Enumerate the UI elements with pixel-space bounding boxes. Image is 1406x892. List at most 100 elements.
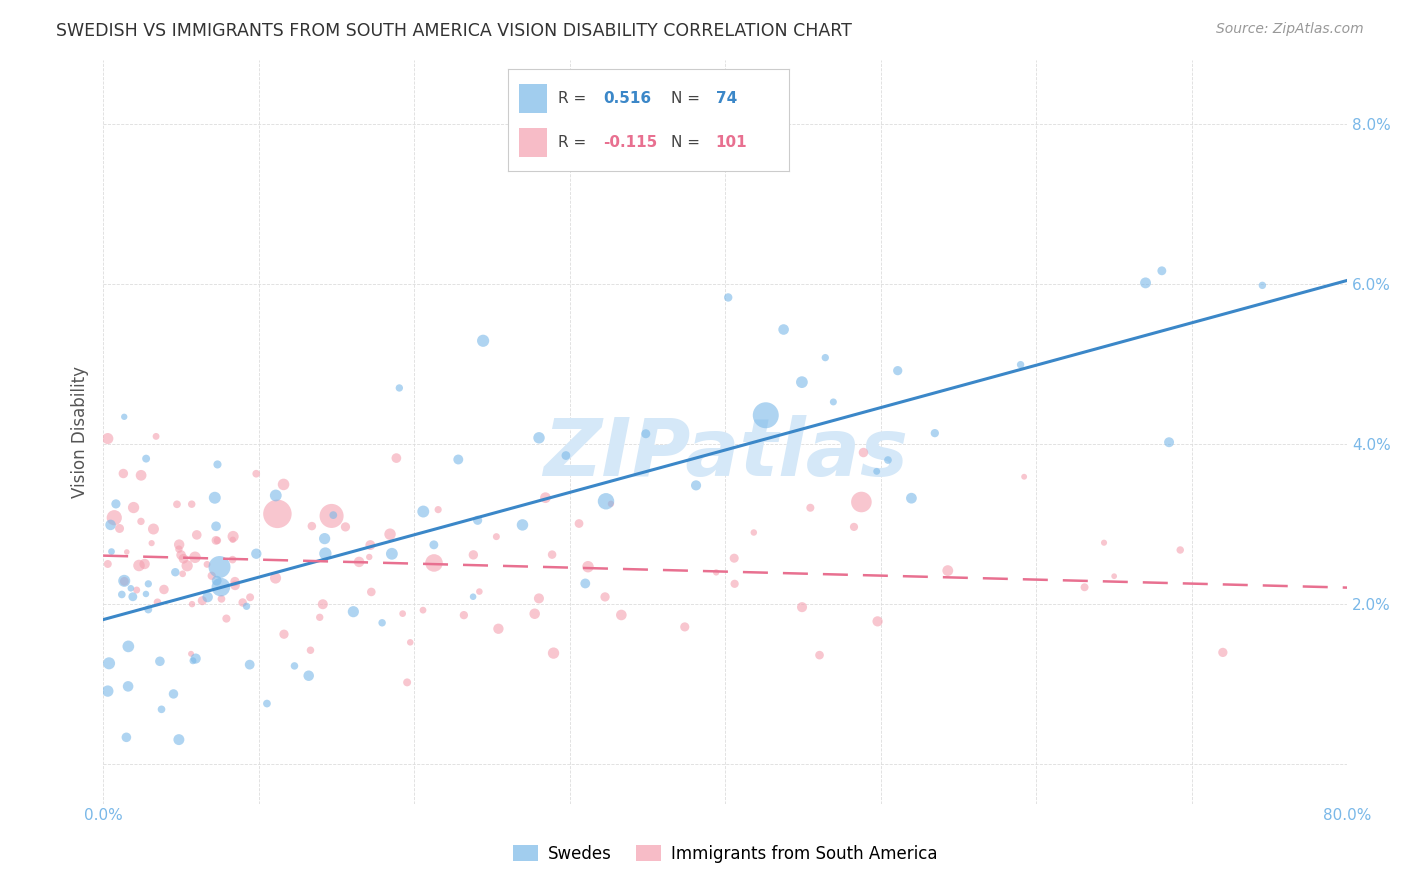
- Text: R =: R =: [558, 135, 592, 150]
- Point: [136, 577, 159, 591]
- Point: [181, 597, 204, 611]
- Point: [467, 513, 489, 527]
- Point: [576, 559, 599, 574]
- Point: [541, 548, 564, 562]
- Point: [195, 558, 218, 572]
- Point: [167, 542, 190, 557]
- Point: [595, 494, 617, 508]
- Point: [209, 580, 232, 594]
- Point: [717, 290, 740, 304]
- Point: [423, 556, 446, 570]
- Point: [936, 564, 959, 578]
- Point: [447, 452, 470, 467]
- Point: [135, 451, 157, 466]
- Point: [211, 591, 233, 606]
- Point: [423, 538, 446, 552]
- Y-axis label: Vision Disability: Vision Disability: [72, 366, 89, 498]
- Text: N =: N =: [671, 91, 704, 106]
- Point: [299, 643, 322, 657]
- Point: [149, 654, 172, 668]
- Point: [673, 620, 696, 634]
- Point: [145, 429, 167, 443]
- Point: [117, 679, 139, 693]
- Point: [121, 590, 143, 604]
- Text: R =: R =: [558, 91, 592, 106]
- Point: [312, 597, 335, 611]
- Point: [371, 615, 394, 630]
- Bar: [519, 84, 547, 112]
- Point: [208, 560, 231, 574]
- Point: [359, 538, 381, 552]
- Point: [385, 451, 408, 466]
- Text: ZIPatlas: ZIPatlas: [543, 415, 908, 493]
- Point: [201, 568, 224, 582]
- Point: [772, 322, 794, 336]
- Point: [167, 538, 190, 552]
- Point: [486, 622, 509, 636]
- Point: [472, 334, 495, 348]
- Point: [205, 533, 228, 548]
- Point: [574, 576, 596, 591]
- Point: [176, 558, 198, 573]
- Point: [1010, 358, 1032, 372]
- Point: [129, 468, 152, 483]
- Point: [150, 702, 173, 716]
- Point: [117, 640, 139, 654]
- Point: [134, 557, 156, 571]
- Point: [129, 515, 152, 529]
- Point: [162, 687, 184, 701]
- Point: [1157, 435, 1180, 450]
- Point: [112, 574, 135, 588]
- Point: [283, 659, 305, 673]
- Point: [232, 595, 254, 609]
- Point: [197, 590, 219, 604]
- Point: [634, 426, 657, 441]
- Point: [100, 544, 122, 558]
- Point: [97, 684, 120, 698]
- Point: [122, 500, 145, 515]
- Point: [136, 602, 159, 616]
- Point: [224, 578, 246, 592]
- Point: [610, 607, 633, 622]
- Point: [485, 530, 508, 544]
- Point: [256, 697, 278, 711]
- Point: [103, 510, 125, 524]
- Point: [166, 497, 188, 511]
- Point: [742, 525, 765, 540]
- Point: [120, 582, 142, 596]
- Point: [205, 519, 228, 533]
- Point: [172, 566, 194, 581]
- Point: [207, 458, 229, 472]
- Point: [180, 647, 202, 661]
- Point: [347, 555, 370, 569]
- Point: [125, 582, 148, 597]
- Point: [142, 522, 165, 536]
- Point: [360, 585, 382, 599]
- Point: [461, 590, 484, 604]
- Point: [399, 635, 422, 649]
- Point: [1212, 645, 1234, 659]
- Point: [191, 593, 214, 607]
- Text: SWEDISH VS IMMIGRANTS FROM SOUTH AMERICA VISION DISABILITY CORRELATION CHART: SWEDISH VS IMMIGRANTS FROM SOUTH AMERICA…: [56, 22, 852, 40]
- Bar: [519, 128, 547, 157]
- Point: [135, 587, 157, 601]
- Point: [704, 566, 727, 580]
- Point: [359, 549, 381, 564]
- Point: [98, 657, 121, 671]
- Point: [877, 453, 900, 467]
- Point: [534, 491, 557, 505]
- Point: [264, 571, 287, 585]
- Point: [245, 467, 267, 481]
- Point: [852, 445, 875, 459]
- Point: [146, 595, 169, 609]
- Text: N =: N =: [671, 135, 704, 150]
- Point: [112, 467, 135, 481]
- Point: [167, 732, 190, 747]
- Point: [1012, 469, 1035, 483]
- Point: [1135, 276, 1157, 290]
- Point: [1150, 264, 1173, 278]
- Point: [221, 552, 243, 566]
- Point: [468, 584, 491, 599]
- Point: [301, 519, 323, 533]
- Point: [381, 547, 404, 561]
